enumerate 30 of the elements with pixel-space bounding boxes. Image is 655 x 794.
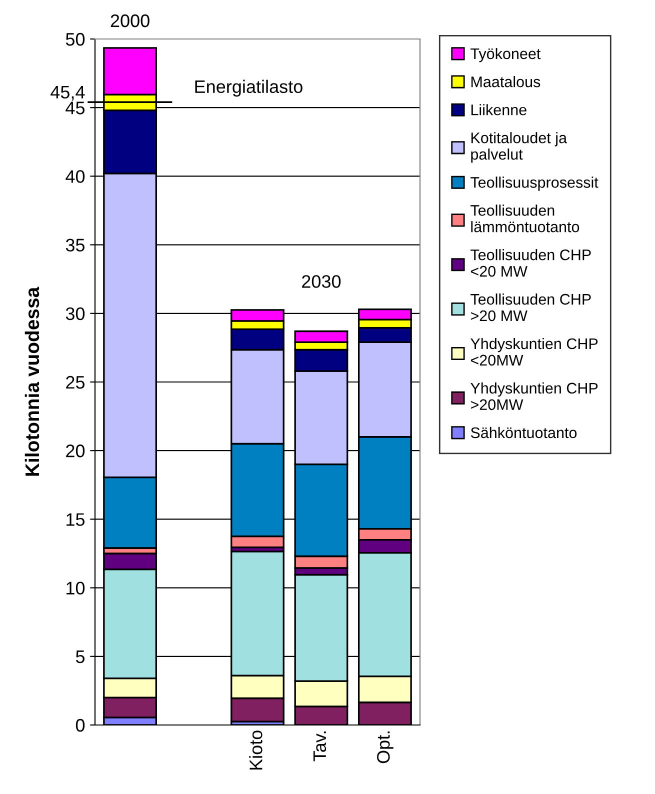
legend-label: Teollisuusprosessit xyxy=(470,176,598,191)
legend-label: Kotitaloudet ja palvelut xyxy=(471,132,568,163)
legend-label: Työkoneet xyxy=(470,48,541,62)
x-tick-label: Opt. xyxy=(377,732,394,764)
y-tick-label: 0 xyxy=(76,718,85,732)
legend-label: Yhdyskuntien CHP >20MW xyxy=(470,382,598,410)
y-tick-label: 10 xyxy=(66,582,85,595)
annotation: 2030 xyxy=(302,275,341,288)
y-tick-label: 5 xyxy=(76,650,85,664)
legend-label: Sähköntuotanto xyxy=(470,426,577,438)
legend-label: Liikenne xyxy=(471,104,526,116)
legend-label: Teollisuuden CHP >20 MW xyxy=(470,293,591,322)
legend-label: Teollisuuden CHP <20 MW xyxy=(470,249,591,277)
y-tick-label: 30 xyxy=(66,307,85,320)
y-tick-label: 50 xyxy=(66,32,85,46)
ref-line-label: Energiatilasto xyxy=(195,80,302,97)
legend-label: Maatalous xyxy=(471,76,540,88)
y-tick-label: 20 xyxy=(66,444,85,458)
y-tick-label: 45 xyxy=(66,102,85,114)
y-axis-title: Kilotonnia vuodessa xyxy=(24,286,40,476)
y-tick-label: 40 xyxy=(66,170,85,183)
x-tick-label: Tav. xyxy=(313,732,326,762)
y-tick-label: 45,4 xyxy=(50,86,85,101)
legend-label: Yhdyskuntien CHP <20MW xyxy=(470,338,598,366)
y-tick-label: 25 xyxy=(66,376,85,389)
y-tick-label: 15 xyxy=(66,513,85,526)
legend-label: Teollisuuden lämmöntuotanto xyxy=(470,204,580,232)
x-tick-label: Kioto xyxy=(249,730,262,770)
text: 2000 xyxy=(110,14,150,28)
y-tick-label: 35 xyxy=(66,238,85,252)
